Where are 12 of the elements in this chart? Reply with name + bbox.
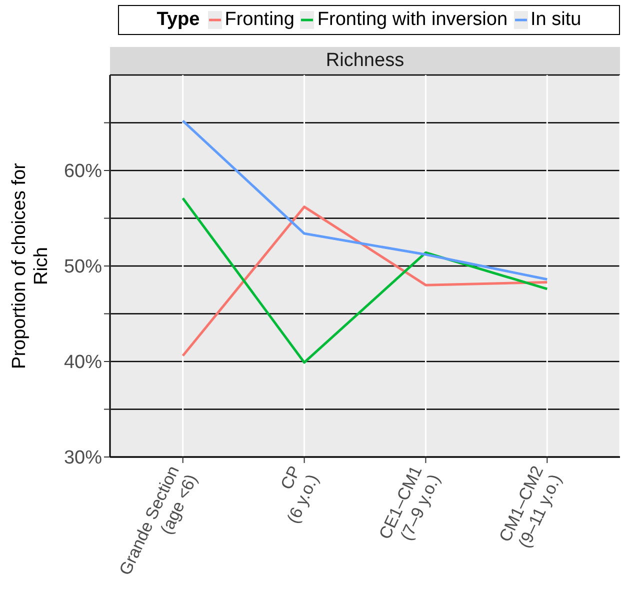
y-axis-title: Proportion of choices for Rich: [9, 162, 52, 369]
y-tick-label: 60%: [64, 161, 102, 182]
x-tick-label: CP (6 y.o.): [277, 462, 322, 526]
legend-title: Type: [156, 9, 200, 31]
legend-label: In situ: [530, 9, 582, 31]
y-tick-label: 50%: [64, 256, 102, 278]
legend-label: Fronting: [224, 9, 294, 31]
chart-title: Richness: [110, 47, 620, 75]
legend-label: Fronting with inversion: [317, 9, 508, 31]
line-series: [182, 120, 548, 281]
y-tick-label: 30%: [64, 448, 102, 469]
y-tick-label: 40%: [64, 352, 102, 374]
